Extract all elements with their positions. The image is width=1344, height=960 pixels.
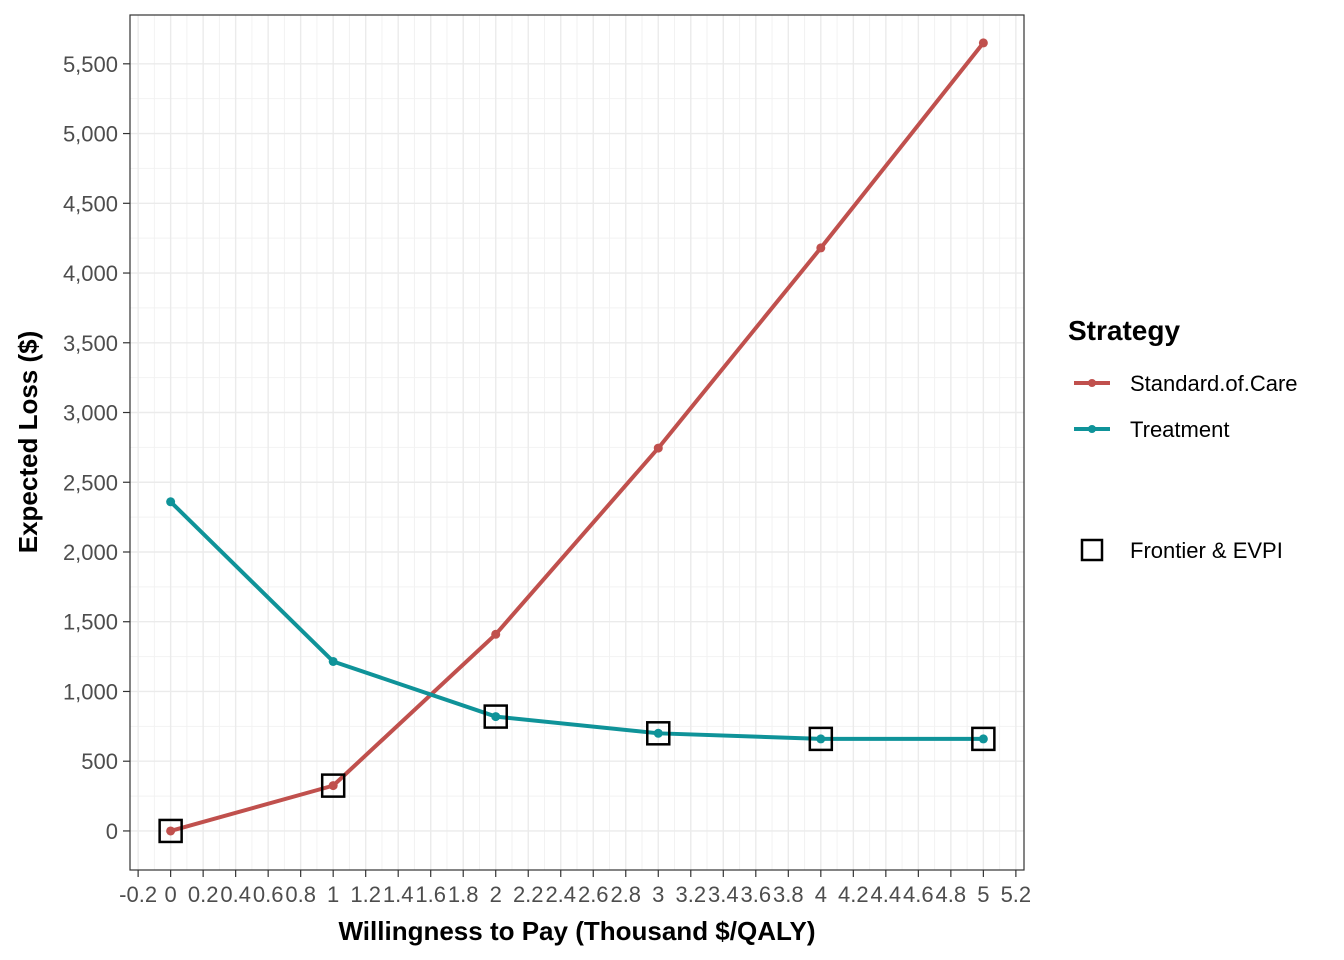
legend-item-standard-of-care: Standard.of.Care xyxy=(1074,371,1298,396)
y-axis: 0 500 1,000 1,500 2,000 2,500 3,000 3,500 4,000 4… xyxy=(63,52,130,844)
x-tick-label: 1.2 xyxy=(350,882,381,907)
x-tick-label: 5.2 xyxy=(1001,882,1032,907)
x-tick-label: 2.6 xyxy=(578,882,609,907)
series-point-treatment xyxy=(653,728,663,738)
x-axis: -0.2 0 0.2 0.4 0.6 0.8 1 1.2 1.4 1.6 1.8 2 2.2 2.4 2.6… xyxy=(119,870,1031,907)
y-tick-label: 2,000 xyxy=(63,540,118,565)
x-tick-label: 1 xyxy=(327,882,339,907)
plot-border xyxy=(129,14,1025,871)
series-point-treatment xyxy=(816,734,826,744)
x-tick-label: 3.6 xyxy=(741,882,772,907)
series-point-treatment xyxy=(166,497,176,507)
legend-label-treatment: Treatment xyxy=(1130,417,1229,442)
x-tick-label: 0.8 xyxy=(285,882,316,907)
y-tick-label: 5,000 xyxy=(63,122,118,147)
y-tick-label: 2,500 xyxy=(63,470,118,495)
series-layer xyxy=(166,38,988,836)
series-point-standard-of-care xyxy=(328,781,338,791)
frontier-marker xyxy=(971,726,996,752)
x-tick-label: 4 xyxy=(815,882,827,907)
x-tick-label: 0.4 xyxy=(220,882,251,907)
x-axis-title: Willingness to Pay (Thousand $/QALY) xyxy=(339,916,816,946)
series-point-treatment xyxy=(491,712,501,722)
series-point-treatment xyxy=(328,656,338,666)
legend-item-treatment: Treatment xyxy=(1074,417,1229,442)
frontier-marker xyxy=(320,773,346,798)
series-line-standard-of-care xyxy=(168,40,986,833)
x-tick-label: 0.2 xyxy=(188,882,219,907)
x-tick-label: 3.4 xyxy=(708,882,739,907)
x-tick-label: 3.8 xyxy=(773,882,804,907)
frontier-marker xyxy=(808,726,834,752)
series-point-standard-of-care xyxy=(166,826,176,836)
x-tick-label: 0.6 xyxy=(253,882,284,907)
frontier-layer xyxy=(158,704,996,844)
y-tick-label: 500 xyxy=(81,749,118,774)
x-tick-label: 1.8 xyxy=(448,882,479,907)
y-axis-title: Expected Loss ($) xyxy=(13,331,43,554)
x-tick-label: 1.6 xyxy=(415,882,446,907)
series-point-standard-of-care xyxy=(816,243,826,253)
legend-label-standard-of-care: Standard.of.Care xyxy=(1130,371,1298,396)
legend-key-frontier-square xyxy=(1080,538,1104,562)
legend: Strategy Standard.of.Care Treatment Fron… xyxy=(1068,315,1298,563)
y-tick-label: 3,500 xyxy=(63,331,118,356)
series-point-standard-of-care xyxy=(978,38,988,48)
y-tick-label: 5,500 xyxy=(63,52,118,77)
x-tick-label: 2.4 xyxy=(545,882,576,907)
x-tick-label: 3.2 xyxy=(675,882,706,907)
legend-key-point-standard-of-care xyxy=(1088,379,1096,387)
x-tick-label: 0 xyxy=(165,882,177,907)
y-tick-label: 1,500 xyxy=(63,610,118,635)
x-tick-label: 1.4 xyxy=(383,882,414,907)
legend-label-frontier: Frontier & EVPI xyxy=(1130,538,1283,563)
y-tick-label: 4,500 xyxy=(63,191,118,216)
legend-item-frontier: Frontier & EVPI xyxy=(1080,538,1283,563)
frontier-marker xyxy=(158,818,183,844)
x-tick-label: 2.8 xyxy=(610,882,641,907)
series-point-treatment xyxy=(978,734,988,744)
series-line-treatment xyxy=(168,499,986,741)
x-tick-label: 2 xyxy=(490,882,502,907)
y-tick-label: 4,000 xyxy=(63,261,118,286)
major-gridlines xyxy=(130,15,1024,870)
legend-title: Strategy xyxy=(1068,315,1180,346)
frontier-marker xyxy=(483,704,508,729)
series-point-standard-of-care xyxy=(653,443,663,453)
x-tick-label: 4.8 xyxy=(936,882,967,907)
x-tick-label: 4.6 xyxy=(903,882,934,907)
frontier-marker xyxy=(646,721,671,746)
x-tick-label: 4.2 xyxy=(838,882,869,907)
series-point-standard-of-care xyxy=(491,629,501,639)
legend-key-point-treatment xyxy=(1088,425,1096,433)
x-tick-label: 4.4 xyxy=(871,882,902,907)
x-tick-label: 3 xyxy=(652,882,664,907)
y-tick-label: 0 xyxy=(106,819,118,844)
x-tick-label: -0.2 xyxy=(119,882,157,907)
x-tick-label: 5 xyxy=(977,882,989,907)
y-tick-label: 3,000 xyxy=(63,401,118,426)
x-tick-label: 2.2 xyxy=(513,882,544,907)
y-tick-label: 1,000 xyxy=(63,679,118,704)
minor-gridlines xyxy=(130,15,1024,870)
